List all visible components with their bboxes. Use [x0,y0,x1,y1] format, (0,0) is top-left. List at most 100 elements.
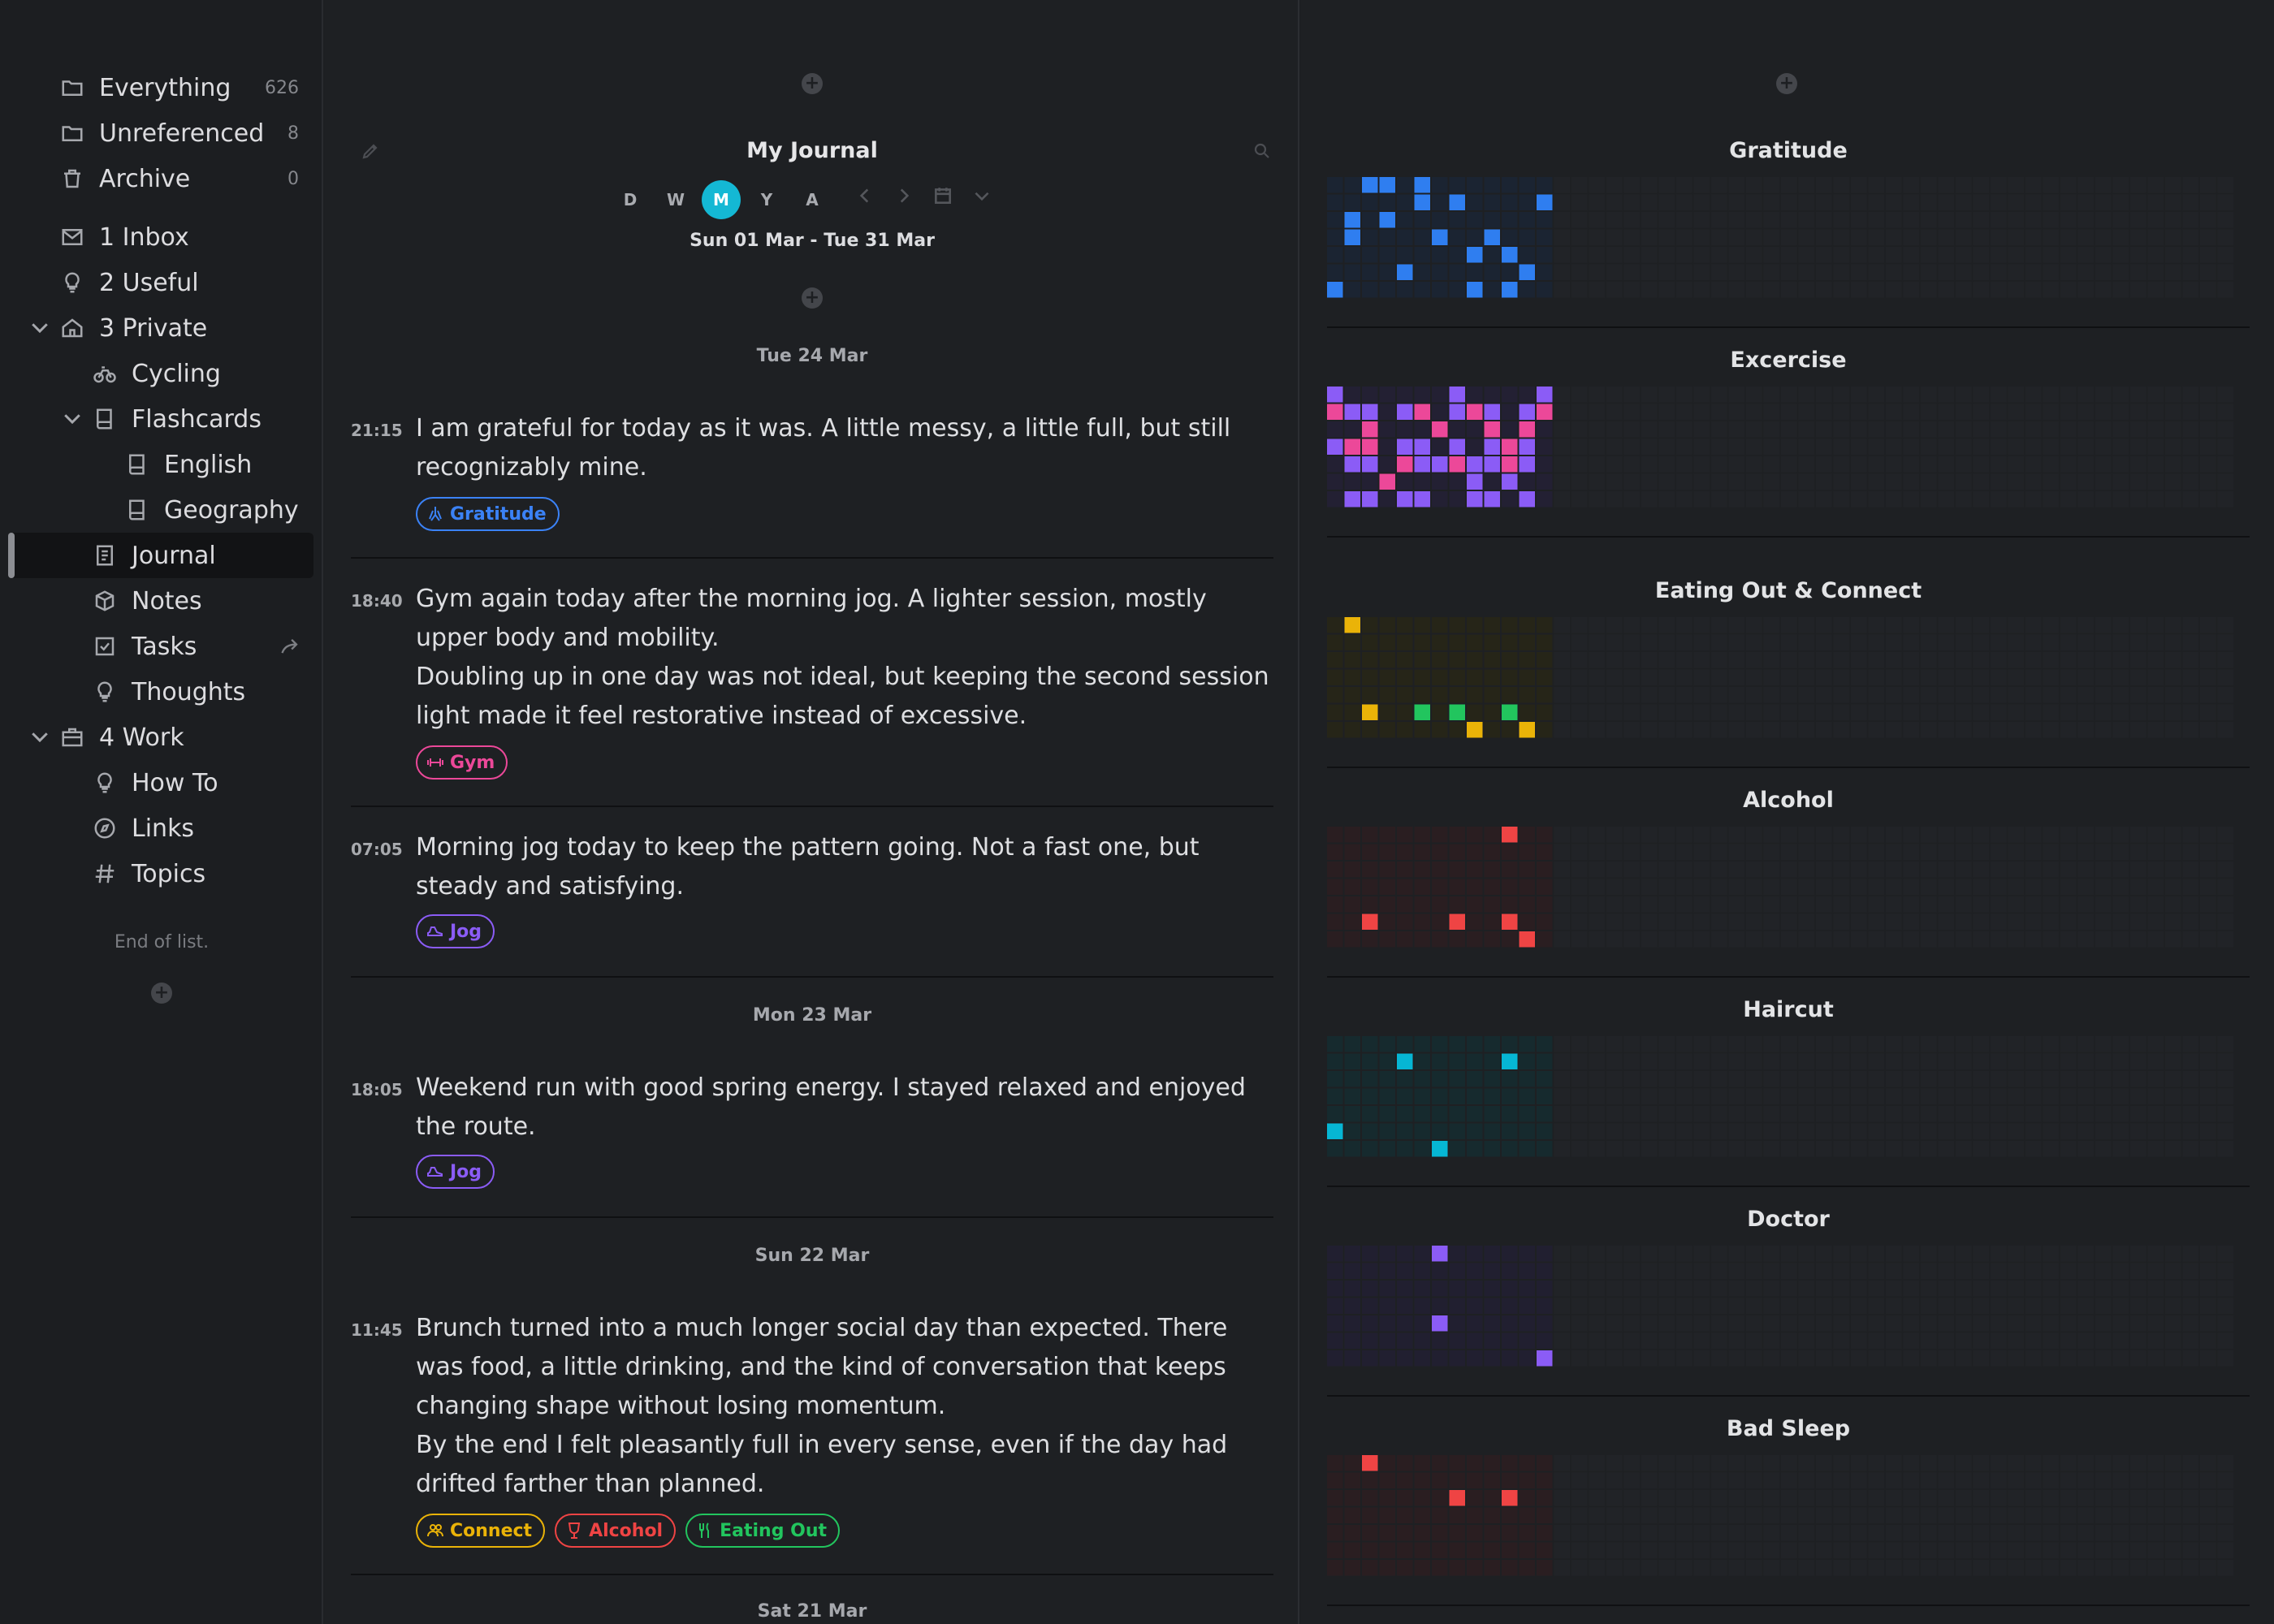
heatmap-cell [1746,1263,1762,1279]
heatmap-cell [1973,1332,1989,1349]
chevron-down-icon[interactable] [971,185,1001,214]
habit-tracker[interactable]: Eating Out & Connect [1327,578,2250,765]
add-habit-button[interactable]: + [1776,73,1797,94]
add-item-button[interactable]: + [151,983,172,1004]
heatmap-cell [1467,652,1483,668]
heatmap-cell [1763,282,1779,298]
tag-gratitude[interactable]: Gratitude [416,497,560,531]
heatmap-cell [1851,1281,1867,1297]
tag-jog[interactable]: Jog [416,1155,495,1189]
heatmap-cell [2130,827,2146,843]
chevron-right-icon[interactable] [893,185,923,214]
heatmap-cell [2182,194,2198,210]
journal-entry[interactable]: 07:05 Morning jog today to keep the patt… [351,833,1273,955]
calendar-icon[interactable] [932,185,962,214]
heatmap-cell [2060,617,2077,633]
habit-divider [1327,326,2250,328]
heatmap-cell [1676,1560,1693,1576]
sidebar-item-thoughts[interactable]: Thoughts [91,671,245,713]
sidebar-item-cycling[interactable]: Cycling [91,352,221,395]
heatmap-cell [1833,844,1849,860]
add-entry-button[interactable]: + [802,287,823,309]
heatmap-cell [1676,1542,1693,1558]
sidebar-item-useful[interactable]: 2 Useful [58,261,199,304]
heatmap-cell [2077,1123,2094,1139]
habit-tracker[interactable]: Alcohol [1327,788,2250,974]
heatmap-cell [2217,387,2233,403]
tag-eating-out[interactable]: Eating Out [685,1514,840,1548]
sidebar-item-how-to[interactable]: How To [91,762,218,804]
journal-entry[interactable]: 11:45 Brunch turned into a much longer s… [351,1314,1273,1549]
tab-year[interactable]: Y [760,190,773,209]
sidebar-item-tasks[interactable]: Tasks [91,625,310,667]
heatmap-cell [1763,491,1779,508]
habit-tracker[interactable]: Excercise [1327,348,2250,534]
tab-day[interactable]: D [623,190,638,209]
heatmap-cell [2060,669,2077,685]
heatmap-cell [2217,212,2233,228]
heatmap-cell [2130,264,2146,280]
heatmap-cell [1816,914,1832,930]
search-icon[interactable] [1252,141,1273,162]
tag-alcohol[interactable]: Alcohol [555,1514,677,1548]
heatmap-cell [1676,1507,1693,1523]
heatmap-cell [2008,844,2024,860]
heatmap-cell [1938,879,1954,895]
sidebar-item-notes[interactable]: Notes [91,580,202,622]
collapse-private-toggle[interactable] [28,315,52,339]
habit-tracker[interactable]: Doctor [1327,1207,2250,1393]
heatmap-cell [2165,421,2181,438]
journal-entry[interactable]: 21:15 I am grateful for today as it was.… [351,414,1273,536]
journal-entry[interactable]: 18:40 Gym again today after the morning … [351,585,1273,780]
heatmap-cell [1711,1141,1727,1157]
heatmap-cell [1938,1141,1954,1157]
journal-entry[interactable]: 18:05 Weekend run with good spring energ… [351,1073,1273,1195]
add-top-button[interactable]: + [802,73,823,94]
tag-jog[interactable]: Jog [416,914,495,948]
share-arrow-icon[interactable] [279,635,302,658]
sidebar-item-links[interactable]: Links [91,807,194,849]
sidebar-item-work[interactable]: 4 Work [58,716,184,758]
tab-week[interactable]: W [666,190,685,209]
sidebar-item-journal[interactable]: Journal [91,534,216,577]
heatmap-cell-filled [1502,438,1518,455]
heatmap-cell [1833,1053,1849,1069]
sidebar-item-private[interactable]: 3 Private [58,307,207,349]
chevron-left-icon[interactable] [854,185,884,214]
heatmap-cell [2060,1088,2077,1104]
heatmap-cell [2130,1332,2146,1349]
sidebar-item-unreferenced[interactable]: Unreferenced 8 [58,112,317,154]
habit-tracker[interactable]: Haircut [1327,997,2250,1184]
collapse-flashcards-toggle[interactable] [60,406,84,430]
tag-gym[interactable]: Gym [416,745,508,780]
heatmap-cell [1344,264,1360,280]
heatmap-cell-filled [1484,404,1500,420]
tab-all[interactable]: A [806,190,819,209]
tab-month[interactable]: M [702,180,741,219]
heatmap-cell [1432,1350,1448,1367]
heatmap-cell [1606,617,1623,633]
heatmap-cell [2217,1525,2233,1541]
collapse-work-toggle[interactable] [28,724,52,749]
heatmap-cell [1991,1332,2007,1349]
heatmap-cell [1658,1281,1675,1297]
heatmap-cell [1379,229,1395,245]
habit-tracker[interactable]: Gratitude [1327,138,2250,325]
pencil-icon[interactable] [361,141,382,162]
sidebar-item-flashcards[interactable]: Flashcards [91,398,262,440]
tag-connect[interactable]: Connect [416,1514,546,1548]
heatmap-cell [2130,914,2146,930]
heatmap-cell [1554,1123,1570,1139]
sidebar-item-archive[interactable]: Archive 0 [58,158,317,200]
sidebar-item-english[interactable]: English [123,443,252,486]
sidebar-item-topics[interactable]: Topics [91,853,205,895]
habit-tracker[interactable]: Bad Sleep [1327,1416,2250,1603]
heatmap-cell [2008,438,2024,455]
heatmap-cell [1798,404,1814,420]
sidebar-item-inbox[interactable]: 1 Inbox [58,216,189,258]
sidebar-item-geography[interactable]: Geography [123,489,299,531]
sidebar-item-everything[interactable]: Everything 626 [58,67,317,109]
heatmap-cell [1921,1298,1937,1314]
heatmap-cell [2060,827,2077,843]
heatmap-cell [1781,704,1797,720]
